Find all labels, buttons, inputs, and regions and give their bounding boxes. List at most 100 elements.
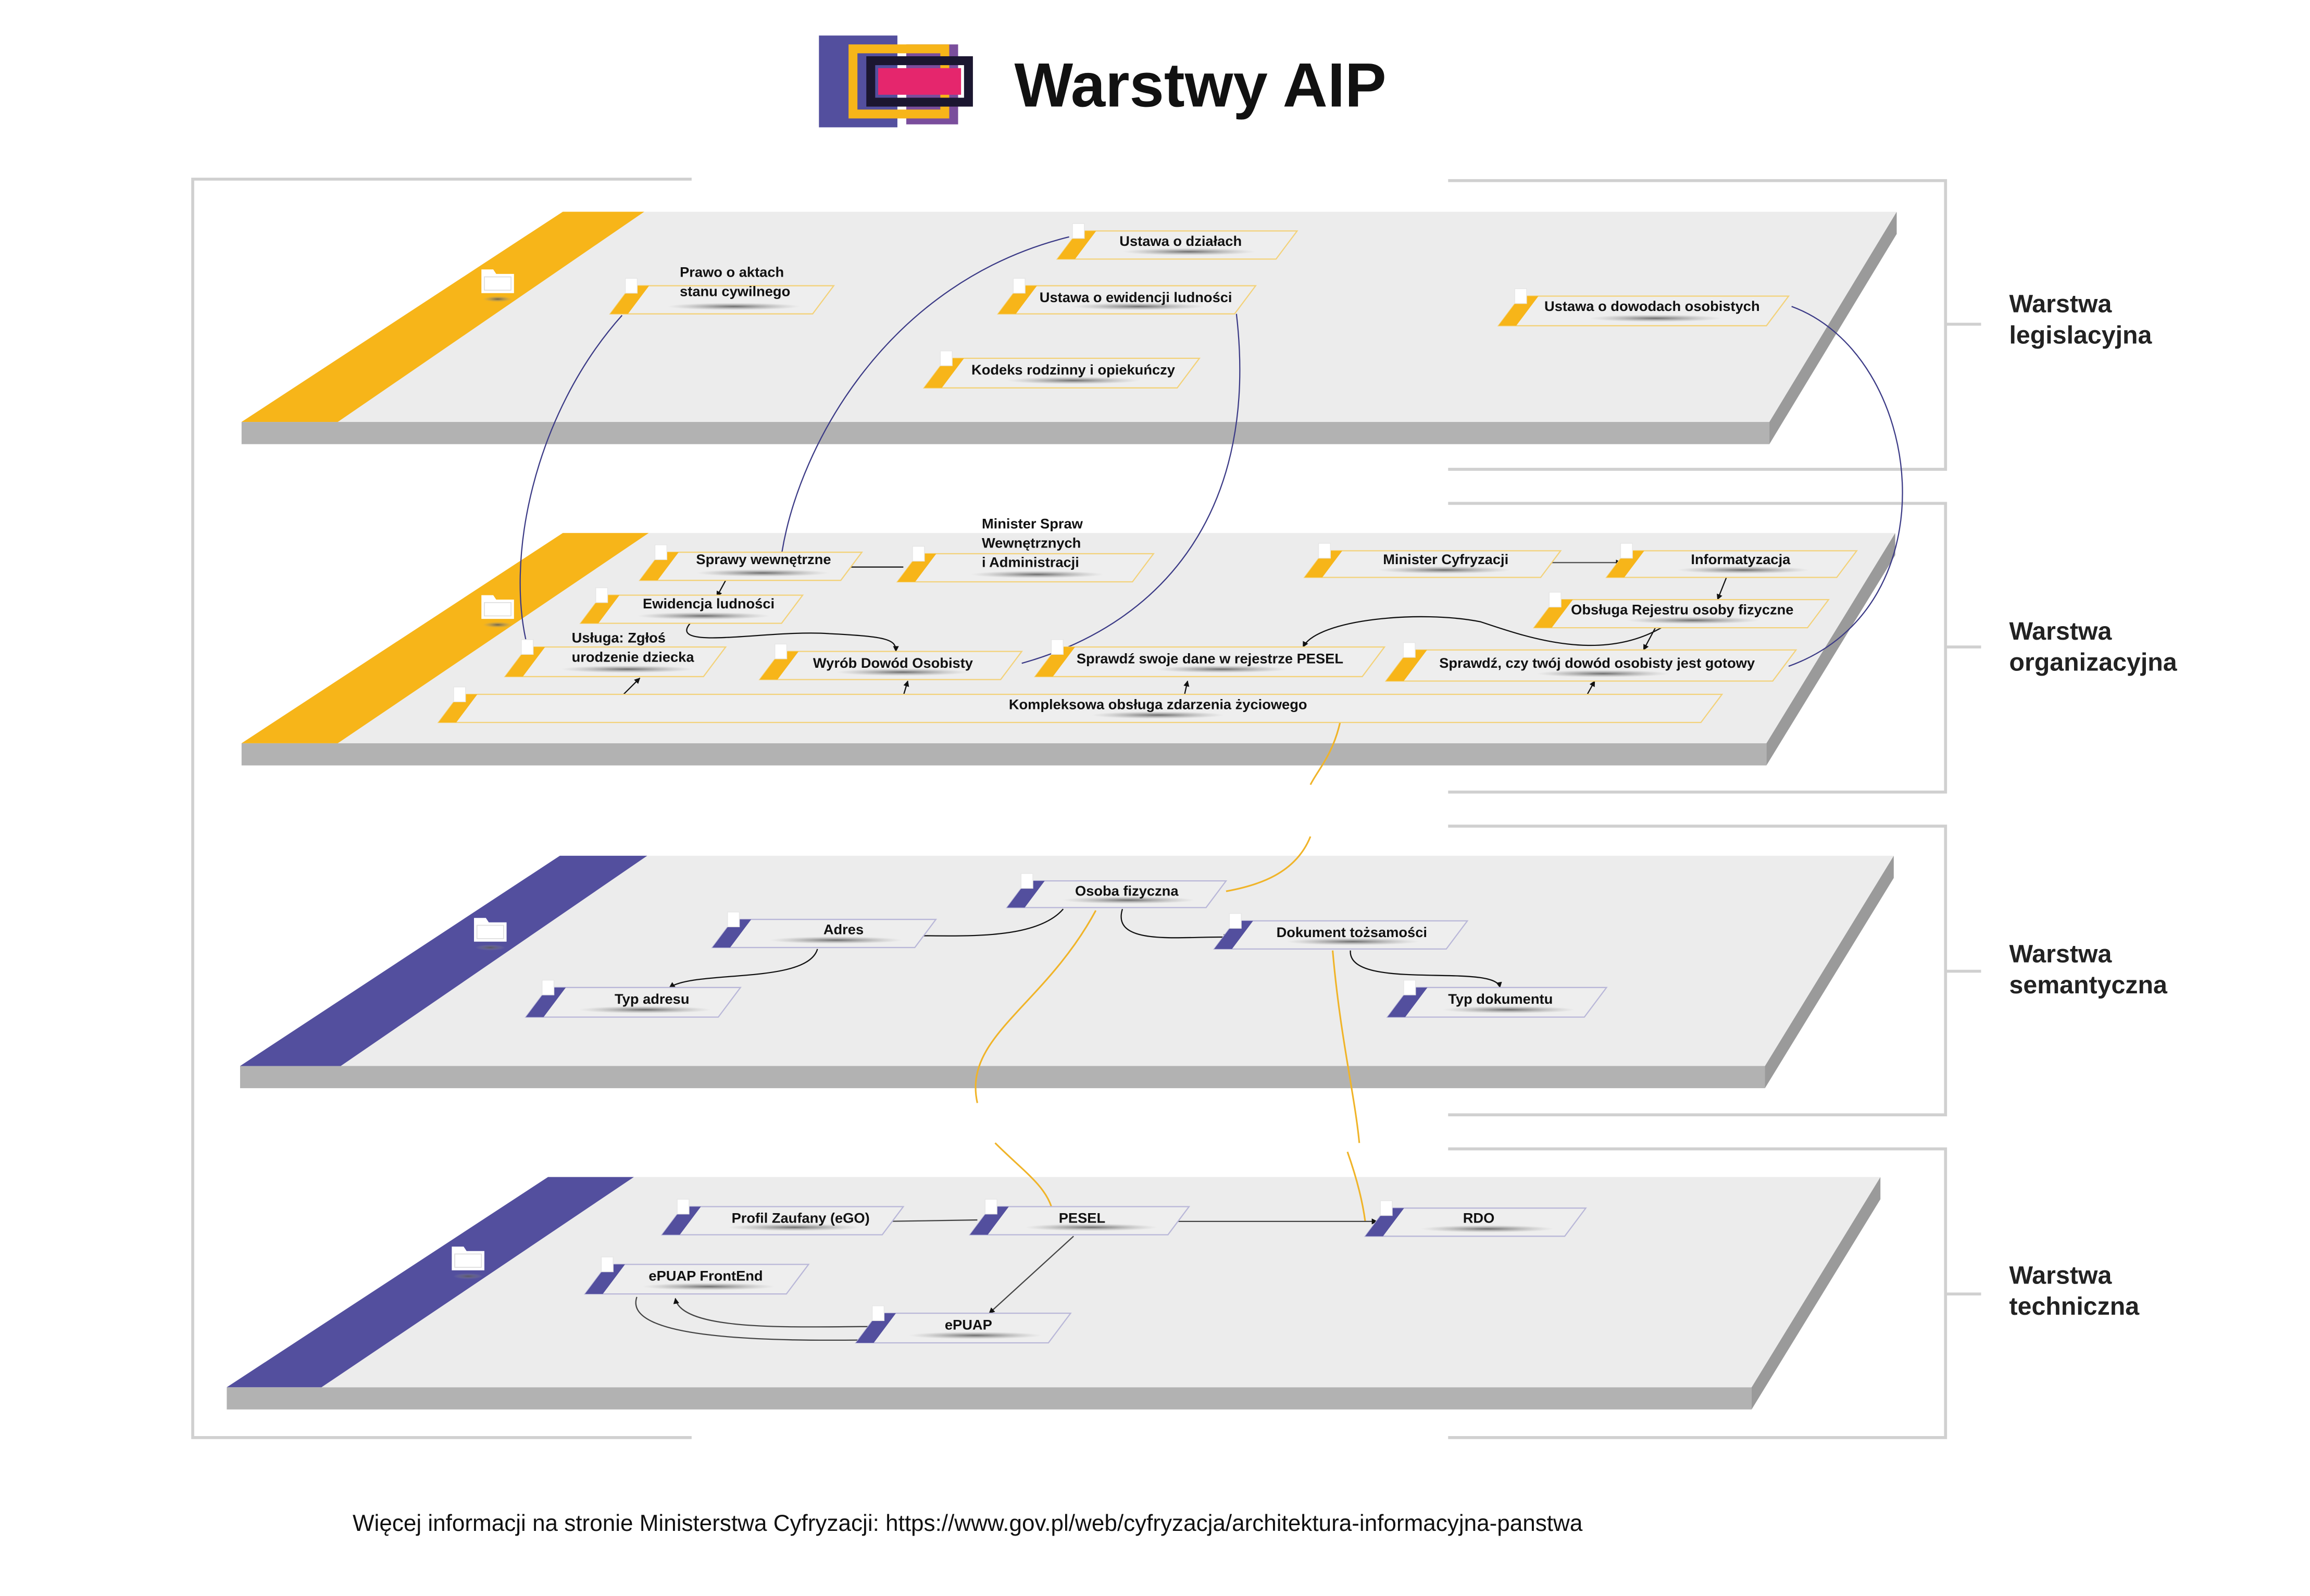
node-shadow <box>1626 616 1760 625</box>
document-icon <box>775 643 788 659</box>
node-shadow <box>769 936 903 944</box>
node-typadr[interactable]: Typ adresu <box>525 979 742 1018</box>
node-kodeks[interactable]: Kodeks rodzinny i opiekuńczy <box>922 350 1201 389</box>
node-pesel[interactable]: PESEL <box>968 1199 1191 1236</box>
node-strip <box>526 987 566 1017</box>
node-strip <box>924 358 964 388</box>
node-ewl[interactable]: Ewidencja ludności <box>579 587 804 624</box>
document-icon <box>1013 278 1026 294</box>
node-label: i Administracji <box>982 554 1079 570</box>
arrow-connector <box>716 580 727 597</box>
node-label: Ustawa o ewidencji ludności <box>1040 289 1232 305</box>
node-epf[interactable]: ePUAP FrontEnd <box>583 1256 810 1295</box>
page-title: Warstwy AIP <box>1014 51 1386 120</box>
node-mc[interactable]: Minister Cyfryzacji <box>1303 543 1562 578</box>
node-dok[interactable]: Dokument tożsamości <box>1213 913 1469 950</box>
document-icon <box>984 1199 997 1215</box>
document-icon <box>1318 543 1331 559</box>
layer-label: Warstwa <box>2009 1261 2113 1289</box>
node-strip <box>640 552 679 581</box>
arrow-connector <box>989 1236 1074 1314</box>
arrow-connector <box>1350 950 1502 988</box>
node-label: Sprawdź swoje dane w rejestrze PESEL <box>1077 650 1343 666</box>
node-ewid[interactable]: Ustawa o ewidencji ludności <box>996 278 1257 315</box>
layer-strip <box>241 533 649 743</box>
document-icon <box>1620 543 1633 559</box>
document-icon <box>654 544 667 560</box>
node-label: Osoba fizyczna <box>1075 883 1179 899</box>
node-strip <box>1534 600 1573 628</box>
node-dowody[interactable]: Ustawa o dowodach osobistych <box>1497 288 1790 327</box>
relation-link <box>781 236 1069 553</box>
document-icon <box>453 687 466 702</box>
document-icon <box>625 278 638 294</box>
node-rdo[interactable]: RDO <box>1364 1200 1587 1237</box>
node-strip <box>1057 231 1096 259</box>
node-sprawy[interactable]: Sprawy wewnętrzne <box>639 544 863 581</box>
layer-label: semantyczna <box>2009 971 2168 999</box>
node-shadow <box>667 303 801 310</box>
node-mswia[interactable]: Minister Spraw Wewnętrznych i Administracj… <box>896 516 1155 583</box>
frame <box>191 178 1981 1439</box>
node-strip <box>1304 551 1343 578</box>
node-adres[interactable]: Adres <box>711 912 938 949</box>
document-icon <box>1051 639 1064 655</box>
layer-side <box>1751 1177 1881 1410</box>
node-typdok[interactable]: Typ dokumentu <box>1386 979 1608 1018</box>
node-strip <box>662 1206 701 1235</box>
layer-front <box>240 1066 1765 1089</box>
arrow-connector <box>882 1218 978 1225</box>
node-shadow <box>560 665 694 673</box>
node-usl[interactable]: Usługa: Zgłoś urodzenie dziecka <box>504 630 727 678</box>
relation-link <box>1332 950 1360 1143</box>
node-spr1[interactable]: Sprawdź swoje dane w rejestrze PESEL <box>1033 639 1386 678</box>
node-strip <box>505 647 545 677</box>
node-shadow <box>908 1331 1042 1339</box>
layer-front <box>227 1387 1752 1410</box>
layer-strip <box>241 211 644 422</box>
node-shadow <box>1007 377 1141 384</box>
document-icon <box>871 1305 885 1321</box>
node-shadow <box>1677 566 1810 574</box>
layer-front <box>241 743 1767 766</box>
document-icon <box>1403 979 1416 995</box>
node-epuap[interactable]: ePUAP <box>855 1305 1072 1344</box>
node-strip <box>438 694 478 723</box>
relation-link <box>519 315 623 652</box>
node-label: Kodeks rodzinny i opiekuńczy <box>971 361 1176 378</box>
arrow-connector <box>1302 616 1662 648</box>
node-label: Wewnętrznych <box>982 535 1081 551</box>
document-icon <box>1549 592 1562 608</box>
relation-link <box>975 910 1097 1103</box>
node-pz[interactable]: Profil Zaufany (eGO) <box>660 1199 905 1236</box>
node-label: Ustawa o działach <box>1119 233 1242 249</box>
node-wyrob[interactable]: Wyrób Dowód Osobisty <box>758 643 1023 680</box>
node-label: ePUAP <box>945 1316 992 1332</box>
footer-info-link[interactable]: Więcej informacji na stronie Ministerstw… <box>353 1511 1583 1536</box>
node-prawo[interactable]: Prawo o aktach stanu cywilnego <box>609 264 835 315</box>
node-shadow <box>1155 665 1289 673</box>
layer-front <box>241 422 1770 444</box>
node-dzialach[interactable]: Ustawa o działach <box>1056 223 1298 260</box>
document-icon <box>727 912 740 927</box>
node-osoba[interactable]: Osoba fizyczna <box>1005 873 1228 908</box>
document-icon <box>542 979 555 995</box>
node-obs[interactable]: Obsługa Rejestru osoby fizyczne <box>1532 592 1830 629</box>
node-box <box>1033 646 1386 678</box>
node-label: stanu cywilnego <box>680 283 790 299</box>
layer-leg <box>241 211 1897 444</box>
node-inf[interactable]: Informatyzacja <box>1605 543 1858 578</box>
node-label: ePUAP FrontEnd <box>648 1268 763 1284</box>
layer-label: techniczna <box>2009 1292 2140 1320</box>
node-komp[interactable]: Kompleksowa obsługa zdarzenia życiowego <box>437 687 1724 724</box>
node-strip <box>1606 551 1644 578</box>
node-label: PESEL <box>1059 1210 1105 1226</box>
node-spr2[interactable]: Sprawdź, czy twój dowód osobisty jest go… <box>1384 642 1797 682</box>
node-shadow <box>835 668 969 676</box>
node-shadow <box>578 1006 712 1014</box>
layer-label: legislacyjna <box>2009 321 2153 349</box>
node-shadow <box>1122 248 1256 256</box>
node-shadow <box>636 612 770 620</box>
relation-link <box>1226 836 1312 892</box>
node-strip <box>610 285 650 314</box>
